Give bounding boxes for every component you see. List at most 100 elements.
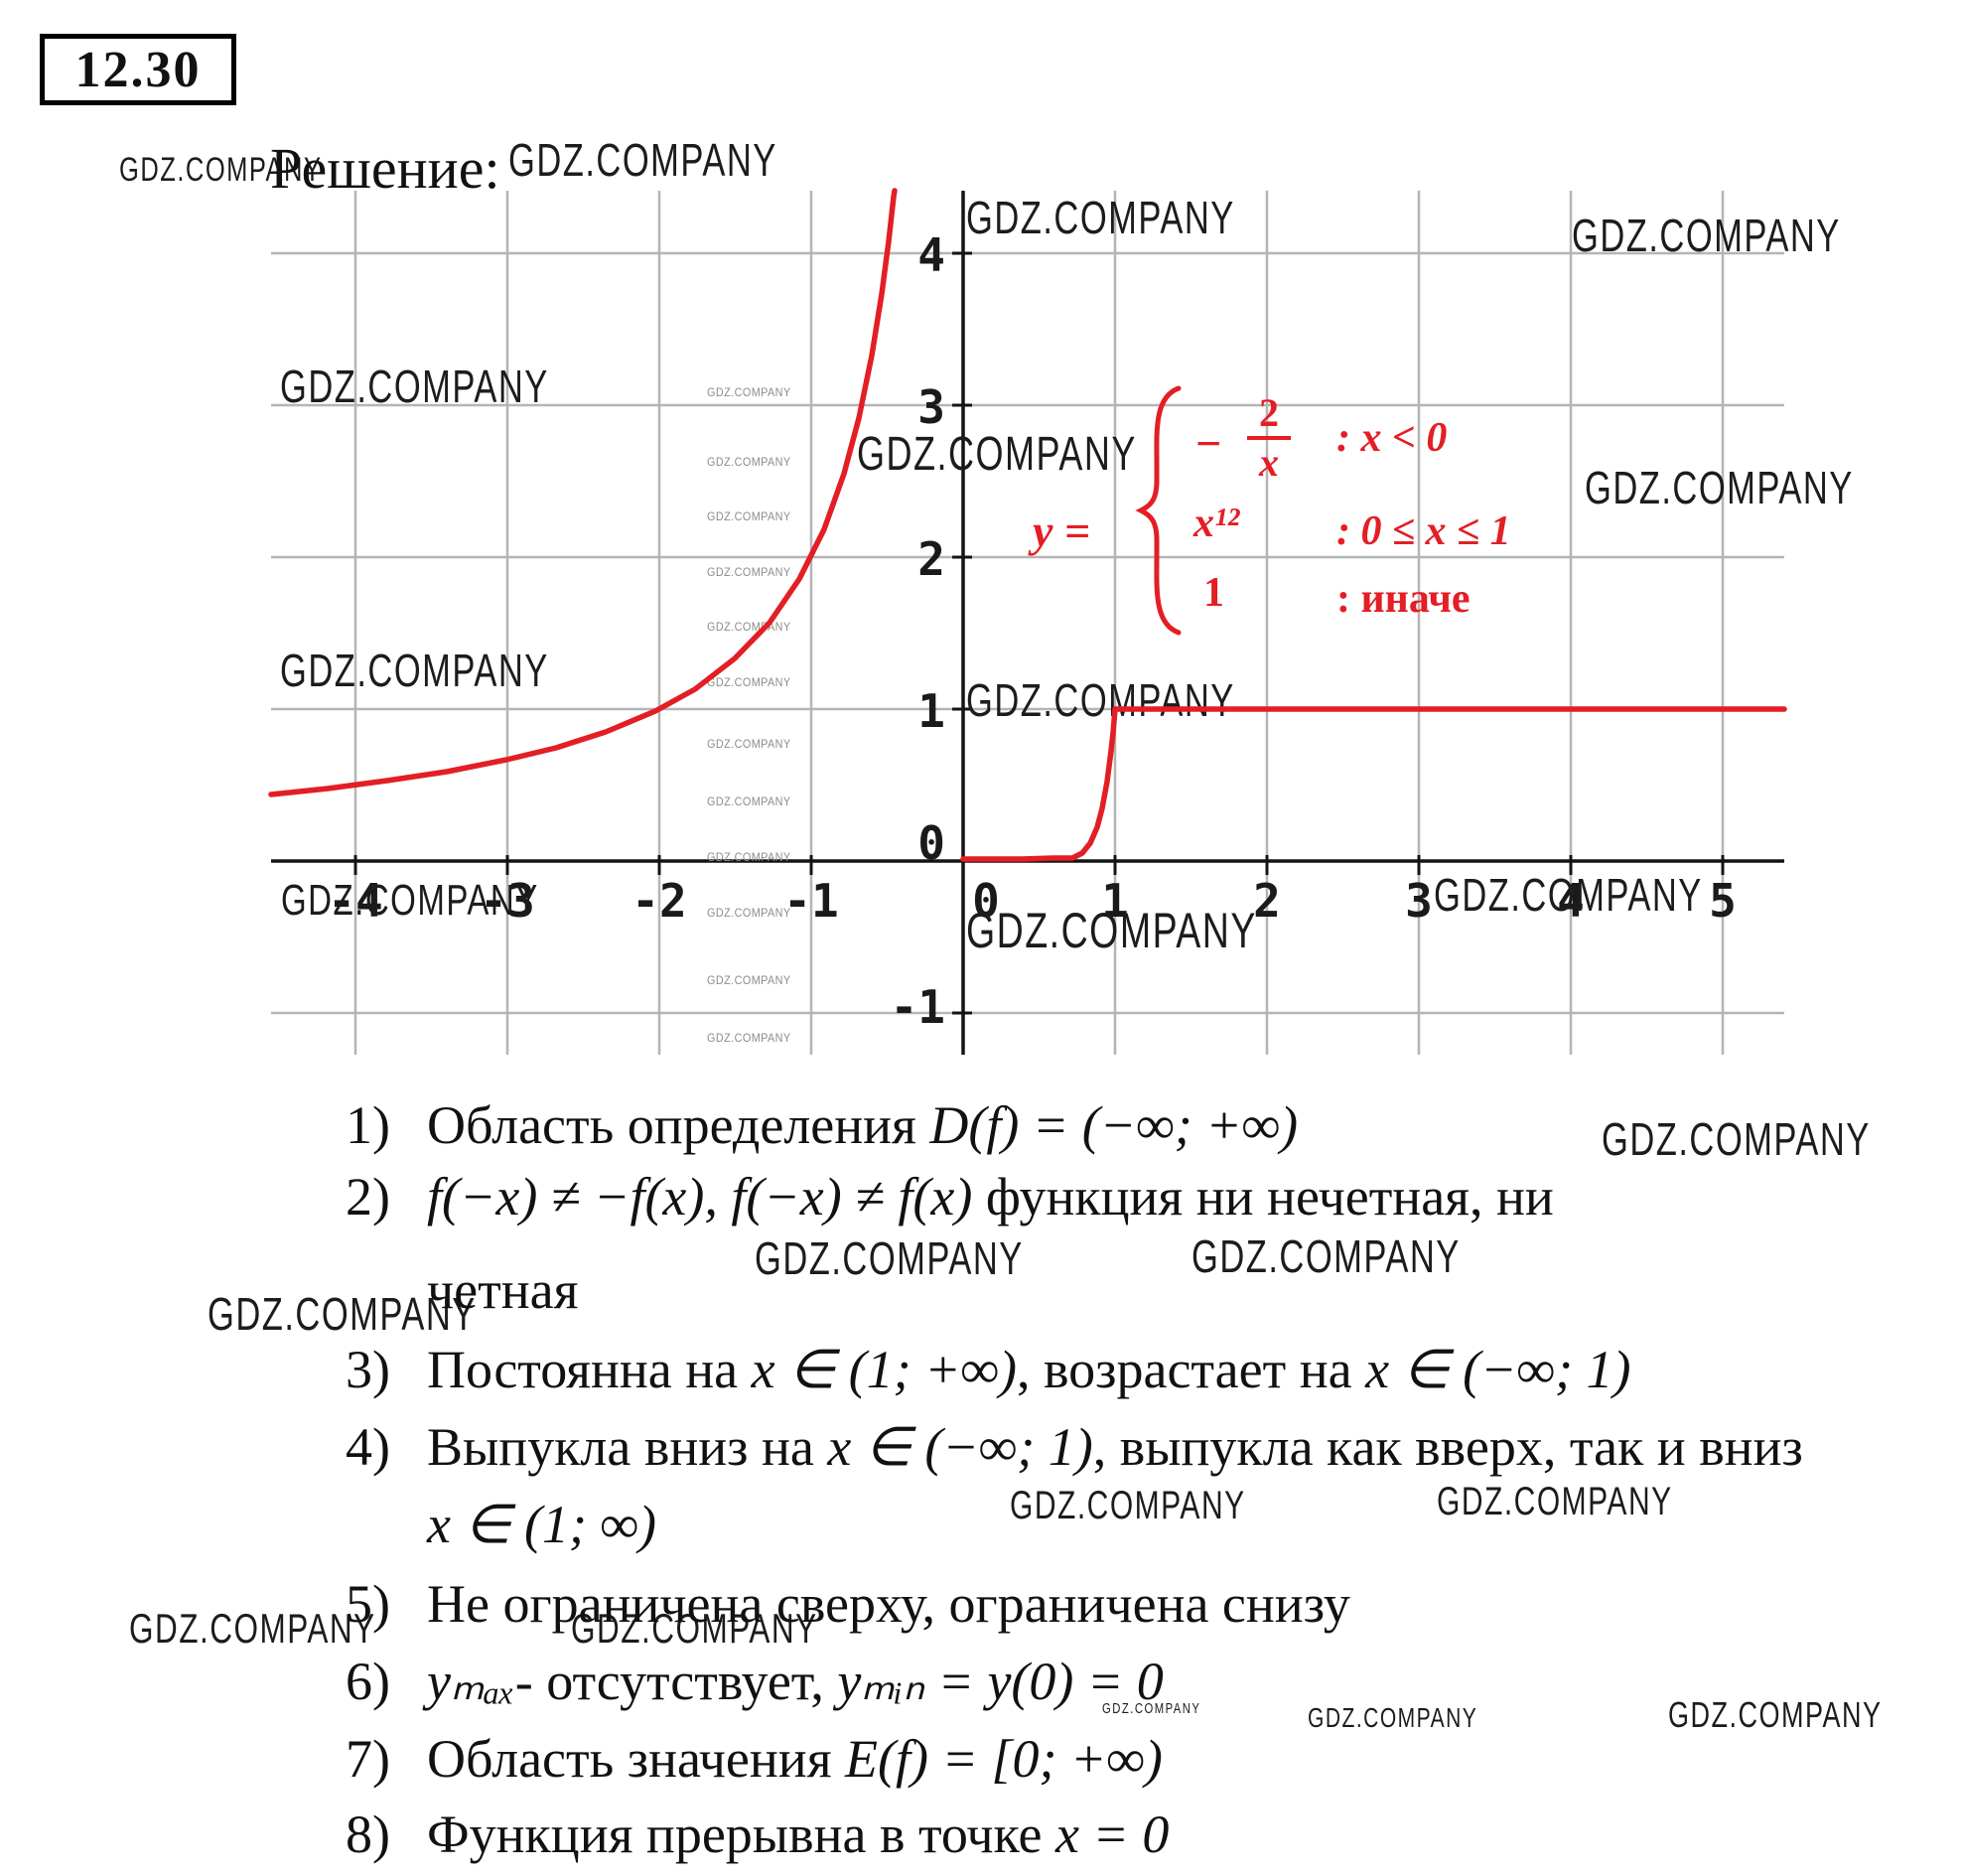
item-number: 7) <box>346 1729 390 1789</box>
watermark: GDZ.COMPANY <box>1102 1700 1201 1717</box>
watermark: GDZ.COMPANY <box>1585 462 1854 513</box>
item-text: , возрастает на <box>1017 1340 1366 1399</box>
item-math: x ∈ (1; +∞) <box>751 1340 1018 1399</box>
y-tick-label: 0 <box>917 816 945 870</box>
item-text: , выпукла как вверх, так и вниз <box>1092 1417 1803 1477</box>
solution-item-5: 5) Не ограничена сверху, ограничена снизу <box>346 1573 1350 1635</box>
item-math: x ∈ (1; ∞) <box>427 1495 656 1554</box>
watermark: GDZ.COMPANY <box>707 1031 791 1045</box>
formula-minus-sign: − <box>1195 418 1222 469</box>
watermark: GDZ.COMPANY <box>508 134 777 186</box>
item-text: Постоянна на <box>427 1340 752 1399</box>
item-number: 1) <box>346 1095 390 1155</box>
watermark: GDZ.COMPANY <box>208 1288 477 1340</box>
watermark: GDZ.COMPANY <box>1572 210 1841 261</box>
watermark: GDZ.COMPANY <box>1010 1484 1246 1527</box>
watermark: GDZ.COMPANY <box>707 509 791 523</box>
item-text: Область определения <box>427 1095 930 1155</box>
watermark: GDZ.COMPANY <box>707 850 791 864</box>
watermark: GDZ.COMPANY <box>857 428 1137 481</box>
watermark: GDZ.COMPANY <box>1434 869 1703 921</box>
item-text: функция ни нечетная, ни <box>972 1167 1554 1227</box>
item-text: - отсутствует, <box>514 1652 838 1711</box>
watermark: GDZ.COMPANY <box>966 674 1235 726</box>
x-tick-label: 3 <box>1405 874 1433 928</box>
y-tick-label: 4 <box>917 228 945 282</box>
curve-branch-neg <box>268 188 898 797</box>
watermark: GDZ.COMPANY <box>571 1605 818 1652</box>
item-math: E(f) = [0; +∞) <box>845 1729 1163 1789</box>
formula-fraction: 2 x <box>1245 393 1293 483</box>
y-tick-label: 3 <box>917 380 945 434</box>
x-tick-label: -4 <box>328 874 383 928</box>
item-math: x ∈ (−∞; 1) <box>827 1417 1093 1477</box>
formula-condition-1: : x < 0 <box>1336 415 1448 461</box>
item-number: 3) <box>346 1340 390 1399</box>
item-text: Не ограничена сверху, ограничена снизу <box>427 1574 1350 1634</box>
solution-item-8: 8) Функция прерывна в точке x = 0 <box>346 1804 1169 1865</box>
watermark: GDZ.COMPANY <box>1668 1694 1883 1735</box>
solution-item-1: 1) Область определения D(f) = (−∞; +∞) <box>346 1094 1298 1156</box>
formula-condition-3: : иначе <box>1336 576 1471 622</box>
solution-item-6: 6) yₘₐₓ- отсутствует, yₘᵢₙ = y(0) = 0 <box>346 1651 1164 1712</box>
solution-item-7: 7) Область значения E(f) = [0; +∞) <box>346 1728 1163 1790</box>
x-tick-label: -1 <box>783 874 839 928</box>
solution-heading: Решение: <box>270 136 500 201</box>
fraction-denominator: x <box>1259 440 1279 485</box>
curve-branch-pow <box>960 706 1118 862</box>
watermark: GDZ.COMPANY <box>1437 1480 1673 1523</box>
item-math: yₘₐₓ <box>427 1652 515 1711</box>
item-math: D(f) = (−∞; +∞) <box>929 1095 1299 1155</box>
item-math: x ∈ (−∞; 1) <box>1365 1340 1631 1399</box>
case-brace <box>1135 385 1182 636</box>
x-tick-label: -2 <box>631 874 687 928</box>
watermark: GDZ.COMPANY <box>1192 1230 1461 1282</box>
solution-item-4: 4) Выпукла вниз на x ∈ (−∞; 1), выпукла к… <box>346 1416 1803 1478</box>
solution-item-3: 3) Постоянна на x ∈ (1; +∞), возрастает н… <box>346 1339 1630 1400</box>
watermark: GDZ.COMPANY <box>707 906 791 920</box>
fraction-numerator: 2 <box>1259 390 1279 435</box>
problem-number: 12.30 <box>74 41 202 98</box>
item-text: четная <box>427 1260 579 1320</box>
formula-case-3-expression: 1 <box>1203 570 1224 616</box>
watermark: GDZ.COMPANY <box>119 151 323 189</box>
watermark: GDZ.COMPANY <box>707 794 791 808</box>
watermark: GDZ.COMPANY <box>755 1232 1024 1284</box>
item-text: Функция прерывна в точке <box>427 1804 1055 1864</box>
y-tick-label: 1 <box>917 684 945 738</box>
watermark: GDZ.COMPANY <box>1308 1702 1478 1733</box>
item-number: 8) <box>346 1804 390 1864</box>
problem-number-box: 12.30 <box>40 34 236 105</box>
formula-condition-2: : 0 ≤ x ≤ 1 <box>1336 508 1511 554</box>
item-math: x = 0 <box>1054 1804 1170 1864</box>
y-tick-label: 2 <box>917 532 945 586</box>
watermark: GDZ.COMPANY <box>1602 1113 1871 1165</box>
watermark: GDZ.COMPANY <box>280 645 549 696</box>
x-tick-label: 5 <box>1709 874 1737 928</box>
item-text: Выпукла вниз на <box>427 1417 828 1477</box>
watermark: GDZ.COMPANY <box>707 565 791 579</box>
item-number: 6) <box>346 1652 390 1711</box>
watermark: GDZ.COMPANY <box>707 385 791 399</box>
item-math: yₘᵢₙ = y(0) = 0 <box>837 1652 1164 1711</box>
watermark: GDZ.COMPANY <box>280 361 549 412</box>
watermark: GDZ.COMPANY <box>966 903 1257 958</box>
watermark: GDZ.COMPANY <box>707 737 791 751</box>
watermark: GDZ.COMPANY <box>129 1605 376 1652</box>
x-tick-label: -3 <box>480 874 535 928</box>
formula-case-2-expression: x¹² <box>1193 501 1240 546</box>
item-number: 4) <box>346 1417 390 1477</box>
formula-lhs: y = <box>1033 505 1091 556</box>
item-math: f(−x) ≠ −f(x), f(−x) ≠ f(x) <box>427 1167 973 1227</box>
watermark: GDZ.COMPANY <box>707 973 791 987</box>
item-text: Область значения <box>427 1729 846 1789</box>
solution-item-2-continuation: четная <box>427 1259 578 1321</box>
item-number: 5) <box>346 1574 390 1634</box>
x-tick-label: 1 <box>1101 874 1129 928</box>
x-tick-label: 4 <box>1557 874 1585 928</box>
solution-item-4-continuation: x ∈ (1; ∞) <box>427 1494 656 1555</box>
watermark: GDZ.COMPANY <box>707 675 791 689</box>
fraction-bar <box>1247 436 1291 440</box>
